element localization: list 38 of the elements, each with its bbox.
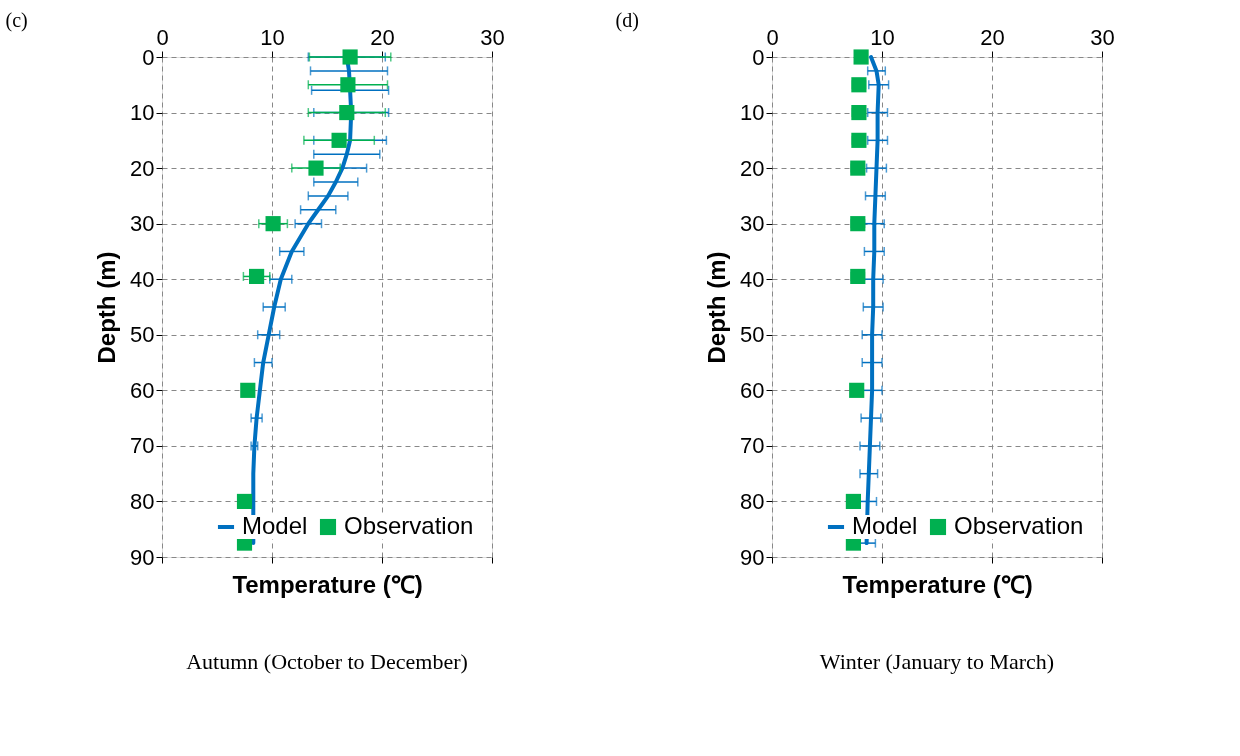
y-tick-label: 30 bbox=[740, 211, 765, 237]
y-tick-label: 20 bbox=[130, 155, 155, 181]
chart-title: (c) bbox=[5, 9, 28, 32]
y-tick-label: 10 bbox=[740, 100, 765, 126]
y-axis-title: Depth (m) bbox=[703, 251, 731, 364]
legend-label: Observation bbox=[954, 512, 1084, 539]
y-tick-label: 60 bbox=[130, 377, 155, 403]
legend-label: Observation bbox=[344, 512, 474, 539]
y-tick-label: 70 bbox=[130, 433, 155, 459]
y-tick-label: 40 bbox=[130, 266, 155, 292]
y-tick-label: 90 bbox=[740, 544, 765, 570]
x-axis-title: Temperature (℃) bbox=[842, 571, 1033, 598]
y-tick-label: 80 bbox=[740, 488, 765, 514]
text: Autumn (October to December) bbox=[186, 649, 468, 674]
x-tick-label: 10 bbox=[870, 24, 895, 50]
chart-title: (d) bbox=[615, 9, 639, 32]
x-tick-label: 30 bbox=[480, 24, 505, 50]
y-tick-label: 0 bbox=[752, 44, 765, 70]
text: Winter (January to March) bbox=[819, 649, 1055, 674]
y-tick-label: 80 bbox=[130, 488, 155, 514]
y-tick-label: 40 bbox=[740, 266, 765, 292]
y-tick-label: 50 bbox=[130, 322, 155, 348]
y-tick-label: 10 bbox=[130, 100, 155, 126]
y-tick-label: 20 bbox=[740, 155, 765, 181]
y-tick-label: 70 bbox=[740, 433, 765, 459]
y-axis-title: Depth (m) bbox=[93, 251, 121, 364]
x-axis-title: Temperature (℃) bbox=[232, 571, 423, 598]
legend-label: Model bbox=[242, 512, 308, 539]
legend-label: Model bbox=[852, 512, 918, 539]
y-tick-label: 0 bbox=[142, 44, 155, 70]
x-tick-label: 20 bbox=[370, 24, 395, 50]
x-tick-label: 20 bbox=[980, 24, 1005, 50]
y-tick-label: 30 bbox=[130, 211, 155, 237]
x-tick-label: 30 bbox=[1090, 24, 1115, 50]
y-tick-label: 90 bbox=[130, 544, 155, 570]
y-tick-label: 60 bbox=[740, 377, 765, 403]
x-tick-label: 10 bbox=[260, 24, 285, 50]
y-tick-label: 50 bbox=[740, 322, 765, 348]
